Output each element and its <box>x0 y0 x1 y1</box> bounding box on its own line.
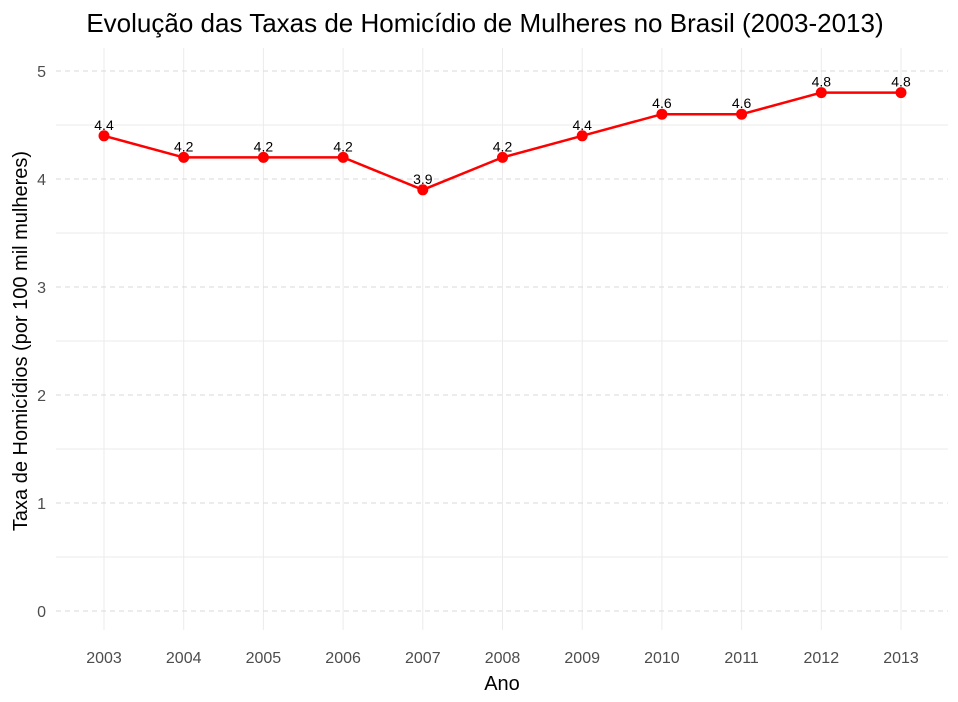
chart-title: Evolução das Taxas de Homicídio de Mulhe… <box>86 8 883 38</box>
x-tick-label: 2005 <box>246 650 282 667</box>
data-point <box>576 130 588 142</box>
data-label: 4.8 <box>891 74 911 90</box>
x-tick-label: 2012 <box>804 650 840 667</box>
x-tick-label: 2008 <box>485 650 521 667</box>
y-tick-label: 2 <box>37 388 46 405</box>
y-tick-label: 1 <box>37 496 46 513</box>
x-axis-title: Ano <box>484 673 520 695</box>
x-axis-ticks: 2003 2004 2005 2006 2007 2008 2009 2010 2011 2012… <box>86 650 919 667</box>
data-label: 4.2 <box>174 138 194 154</box>
data-label: 4.4 <box>94 117 114 133</box>
x-tick-label: 2010 <box>644 650 680 667</box>
y-tick-label: 4 <box>37 172 46 189</box>
data-point <box>736 108 748 120</box>
y-tick-label: 5 <box>37 64 46 81</box>
x-tick-label: 2011 <box>724 650 759 667</box>
data-label: 4.2 <box>254 138 274 154</box>
grid <box>56 48 948 630</box>
data-point <box>417 184 429 196</box>
y-axis-title: Taxa de Homicídios (por 100 mil mulheres… <box>10 151 32 531</box>
y-tick-label: 0 <box>37 604 46 621</box>
data-point <box>497 151 508 163</box>
data-label: 4.6 <box>652 95 672 111</box>
data-label: 4.2 <box>333 138 353 154</box>
data-point <box>895 87 907 99</box>
data-point <box>257 151 269 163</box>
data-point <box>656 108 668 120</box>
x-tick-label: 2006 <box>325 650 361 667</box>
data-label: 3.9 <box>413 171 433 187</box>
data-label: 4.4 <box>572 117 592 133</box>
x-tick-label: 2003 <box>86 650 122 667</box>
x-tick-label: 2009 <box>564 650 600 667</box>
x-tick-label: 2013 <box>883 650 919 667</box>
y-axis-ticks: 0 1 2 3 4 5 <box>37 64 46 621</box>
data-point <box>178 151 190 163</box>
data-point <box>98 130 110 142</box>
data-point <box>337 151 349 163</box>
data-point <box>815 87 827 99</box>
x-tick-label: 2007 <box>405 650 441 667</box>
data-label: 4.8 <box>812 74 832 90</box>
data-label: 4.2 <box>493 138 513 154</box>
x-tick-label: 2004 <box>166 650 202 667</box>
y-tick-label: 3 <box>37 280 46 297</box>
series-taxa: 4.4 4.2 4.2 4.2 3.9 4.2 4.4 4.6 4.6 4.8 4.8 <box>94 74 911 196</box>
data-label: 4.6 <box>732 95 752 111</box>
